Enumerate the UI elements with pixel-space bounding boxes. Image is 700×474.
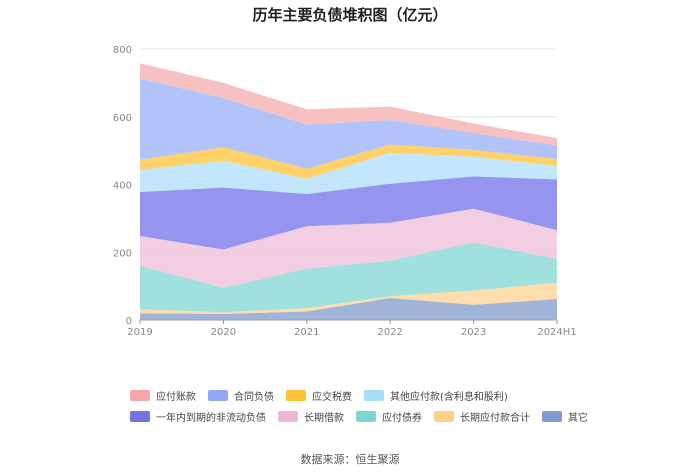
x-tick-label: 2021 [294, 327, 319, 338]
x-tick-label: 2019 [127, 327, 152, 338]
legend-swatch [364, 389, 384, 401]
legend-swatch [356, 410, 376, 422]
legend-item[interactable]: 应交税费 [286, 388, 352, 403]
legend-label: 应交税费 [312, 391, 352, 403]
legend-item[interactable]: 一年内到期的非流动负债 [130, 409, 266, 424]
x-tick-label: 2022 [377, 327, 402, 338]
y-tick-label: 200 [113, 248, 132, 259]
legend-item[interactable]: 长期应付款合计 [434, 409, 530, 424]
legend-item[interactable]: 应付债券 [356, 409, 422, 424]
x-tick-label: 2023 [461, 327, 486, 338]
legend-item[interactable]: 应付账款 [130, 388, 196, 403]
legend-item[interactable]: 其它 [542, 409, 588, 424]
chart-title: 历年主要负债堆积图（亿元） [252, 6, 448, 24]
legend-swatch [208, 389, 228, 401]
legend-label: 应付账款 [156, 391, 196, 403]
chart-legend: 应付账款 合同负债 应交税费 其他应付款(含利息和股利) 一年内到期的非流动负债 长期借款… [130, 388, 600, 424]
legend-swatch [434, 410, 454, 422]
legend-item[interactable]: 其他应付款(含利息和股利) [364, 388, 508, 403]
legend-label: 一年内到期的非流动负债 [156, 412, 266, 424]
legend-label: 长期借款 [304, 412, 344, 424]
legend-swatch [542, 410, 562, 422]
area-series [140, 208, 557, 288]
area-series [140, 78, 557, 169]
area-series [140, 176, 557, 250]
legend-label: 应付债券 [382, 412, 422, 424]
legend-item[interactable]: 长期借款 [278, 409, 344, 424]
legend-swatch [130, 410, 150, 422]
legend-swatch [130, 389, 150, 401]
legend-label: 长期应付款合计 [460, 412, 530, 424]
y-tick-label: 400 [113, 181, 132, 192]
legend-swatch [286, 389, 306, 401]
legend-item[interactable]: 合同负债 [208, 388, 274, 403]
x-tick-label: 2020 [211, 327, 236, 338]
legend-label: 其他应付款(含利息和股利) [390, 391, 508, 403]
y-tick-label: 800 [113, 45, 132, 56]
area-series [140, 63, 557, 146]
x-tick-label: 2024H1 [537, 327, 576, 338]
data-source-note: 数据来源：恒生聚源 [300, 453, 400, 466]
y-tick-label: 0 [126, 316, 132, 327]
legend-swatch [278, 410, 298, 422]
area-series [140, 152, 557, 194]
y-tick-label: 600 [113, 113, 132, 124]
area-series [140, 242, 557, 313]
area-series [140, 282, 557, 314]
legend-label: 其它 [568, 412, 588, 424]
legend-label: 合同负债 [234, 391, 274, 403]
area-series [140, 144, 557, 179]
area-series [140, 298, 557, 320]
